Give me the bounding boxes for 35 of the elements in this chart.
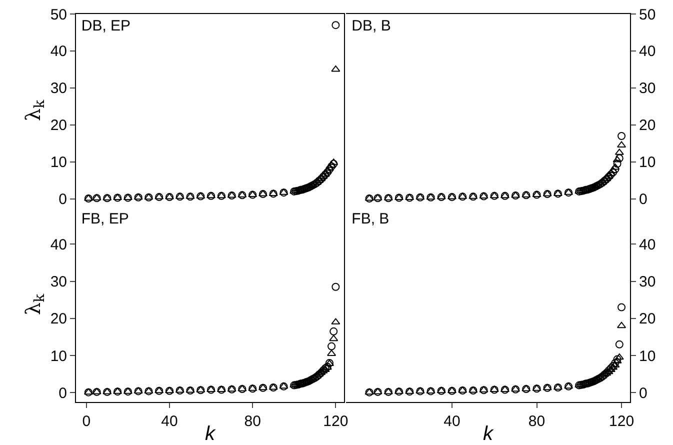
x-tick-label: 80: [528, 413, 546, 430]
chart-title: DB, EP: [81, 17, 131, 34]
y-tick-label: 40: [639, 43, 656, 60]
y-tick-label: 20: [639, 117, 656, 134]
y-tick-label: 20: [50, 117, 67, 134]
y-tick-label: 30: [639, 80, 656, 98]
x-tick-label: 0: [82, 413, 91, 430]
chart-title: DB, B: [352, 17, 391, 34]
y-tick-label: 0: [639, 384, 648, 402]
y-tick-label: 10: [639, 154, 656, 172]
x-tick-label: 40: [444, 413, 460, 430]
y-tick-label: 20: [50, 310, 67, 328]
y-tick-label: 0: [639, 191, 648, 208]
y-tick-label: 40: [50, 236, 67, 254]
y-tick-label: 0: [58, 191, 67, 208]
x-axis-title: k: [483, 423, 494, 445]
y-tick-label: 10: [50, 348, 67, 365]
y-tick-label: 30: [50, 274, 67, 291]
y-tick-label: 50: [639, 6, 656, 24]
x-tick-label: 40: [161, 413, 178, 430]
y-tick-label: 0: [58, 384, 67, 402]
y-tick-label: 40: [639, 236, 656, 254]
chart-title: FB, B: [352, 210, 390, 228]
chart-title: FB, EP: [81, 210, 129, 228]
x-tick-label: 120: [609, 413, 634, 430]
y-tick-label: 10: [50, 154, 67, 172]
x-tick-label: 120: [323, 413, 348, 430]
y-tick-label: 50: [50, 6, 67, 24]
x-tick-label: 80: [244, 413, 261, 430]
y-tick-label: 10: [639, 348, 656, 365]
y-tick-label: 30: [50, 80, 67, 98]
y-tick-label: 40: [50, 43, 67, 60]
y-tick-label: 20: [639, 310, 656, 328]
x-axis-title: k: [205, 423, 216, 445]
y-tick-label: 30: [639, 274, 656, 291]
